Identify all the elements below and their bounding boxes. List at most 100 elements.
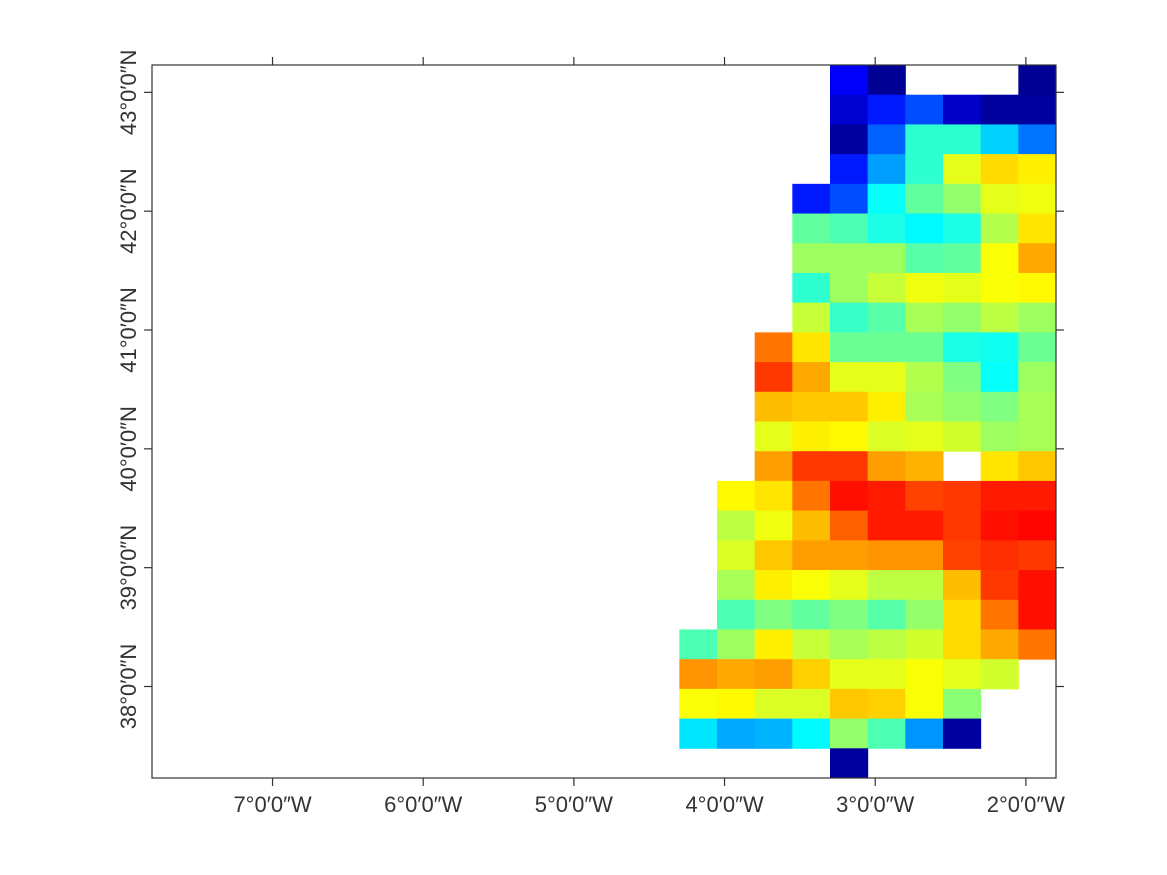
raster-cell bbox=[754, 629, 793, 660]
raster-cell bbox=[980, 183, 1019, 215]
raster-cell bbox=[905, 570, 944, 601]
raster-cell bbox=[792, 391, 831, 422]
raster-cell bbox=[867, 421, 906, 452]
raster-cell bbox=[754, 332, 793, 363]
raster-cell bbox=[980, 154, 1019, 185]
raster-cell bbox=[943, 362, 982, 393]
raster-cell bbox=[867, 480, 906, 512]
raster-cell bbox=[1018, 154, 1057, 185]
raster-cell bbox=[830, 94, 869, 125]
raster-cell bbox=[905, 272, 944, 304]
raster-cell bbox=[792, 213, 831, 244]
raster-cell bbox=[980, 243, 1019, 274]
raster-cell bbox=[830, 421, 869, 452]
raster-cell bbox=[754, 391, 793, 422]
raster-cell bbox=[905, 688, 944, 720]
raster-cell bbox=[830, 540, 869, 571]
raster-cell bbox=[792, 332, 831, 363]
raster-cell bbox=[717, 510, 756, 541]
raster-cell bbox=[943, 718, 982, 749]
raster-cell bbox=[943, 154, 982, 185]
raster-cell bbox=[830, 510, 869, 541]
x-tick-label: 4°0′0″W bbox=[685, 792, 763, 817]
raster-cell bbox=[830, 183, 869, 215]
raster-cell bbox=[943, 480, 982, 512]
raster-cell bbox=[830, 332, 869, 363]
raster-cell bbox=[867, 570, 906, 601]
raster-cell bbox=[867, 183, 906, 215]
raster-cell bbox=[905, 421, 944, 452]
raster-cell bbox=[679, 718, 718, 749]
raster-cell bbox=[1018, 124, 1057, 155]
raster-cell bbox=[943, 243, 982, 274]
raster-cell bbox=[905, 391, 944, 422]
raster-cell bbox=[830, 272, 869, 304]
raster-cell bbox=[943, 510, 982, 541]
raster-cell bbox=[867, 243, 906, 274]
raster-cell bbox=[830, 154, 869, 185]
raster-cell bbox=[980, 332, 1019, 363]
plot-frame bbox=[151, 64, 1057, 779]
raster-cell bbox=[792, 243, 831, 274]
raster-cell bbox=[1018, 451, 1057, 482]
raster-cell bbox=[1018, 332, 1057, 363]
raster-cell bbox=[754, 599, 793, 630]
raster-cell bbox=[830, 213, 869, 244]
raster-cell bbox=[905, 540, 944, 571]
raster-cell bbox=[1018, 570, 1057, 601]
y-tick-label: 43°0′0″N bbox=[116, 50, 141, 136]
y-tick-label: 42°0′0″N bbox=[116, 168, 141, 254]
raster-cell bbox=[980, 480, 1019, 512]
raster-cell bbox=[754, 510, 793, 541]
raster-cell bbox=[867, 65, 906, 96]
raster-cell bbox=[717, 659, 756, 690]
raster-cell bbox=[943, 332, 982, 363]
raster-cell bbox=[980, 540, 1019, 571]
raster-cell bbox=[830, 391, 869, 422]
raster-cell bbox=[1018, 302, 1057, 333]
raster-cell bbox=[943, 391, 982, 422]
raster-cell bbox=[792, 480, 831, 512]
raster-cell bbox=[905, 362, 944, 393]
raster-cell bbox=[980, 510, 1019, 541]
raster-cell bbox=[754, 659, 793, 690]
raster-cell bbox=[905, 94, 944, 125]
raster-cell bbox=[867, 599, 906, 630]
raster-cell bbox=[830, 718, 869, 749]
raster-cell bbox=[980, 362, 1019, 393]
x-tick-label: 6°0′0″W bbox=[384, 792, 462, 817]
raster-cell bbox=[717, 540, 756, 571]
raster-cell bbox=[867, 213, 906, 244]
raster-cell bbox=[943, 599, 982, 630]
raster-cell bbox=[1018, 183, 1057, 215]
raster-cell bbox=[867, 659, 906, 690]
raster-cell bbox=[1018, 94, 1057, 125]
raster-cell bbox=[792, 718, 831, 749]
raster-cell bbox=[754, 421, 793, 452]
raster-cell bbox=[792, 570, 831, 601]
raster-cell bbox=[679, 659, 718, 690]
raster-cell bbox=[867, 451, 906, 482]
raster-cell bbox=[905, 451, 944, 482]
raster-cell bbox=[830, 570, 869, 601]
raster-cell bbox=[867, 362, 906, 393]
raster-cell bbox=[905, 213, 944, 244]
raster-cell bbox=[1018, 510, 1057, 541]
raster-cell bbox=[792, 540, 831, 571]
raster-cell bbox=[943, 124, 982, 155]
raster-cell bbox=[1018, 540, 1057, 571]
raster-cell bbox=[980, 659, 1019, 690]
raster-cell bbox=[980, 451, 1019, 482]
raster-cell bbox=[905, 599, 944, 630]
raster-cell bbox=[754, 688, 793, 720]
raster-cell bbox=[754, 540, 793, 571]
raster-cell bbox=[867, 688, 906, 720]
raster-cell bbox=[830, 243, 869, 274]
raster-cell bbox=[717, 570, 756, 601]
raster-cell bbox=[830, 302, 869, 333]
raster-cell bbox=[1018, 629, 1057, 660]
raster-cell bbox=[1018, 272, 1057, 304]
raster-cell bbox=[830, 688, 869, 720]
y-tick-label: 39°0′0″N bbox=[116, 525, 141, 611]
raster-cell bbox=[1018, 213, 1057, 244]
